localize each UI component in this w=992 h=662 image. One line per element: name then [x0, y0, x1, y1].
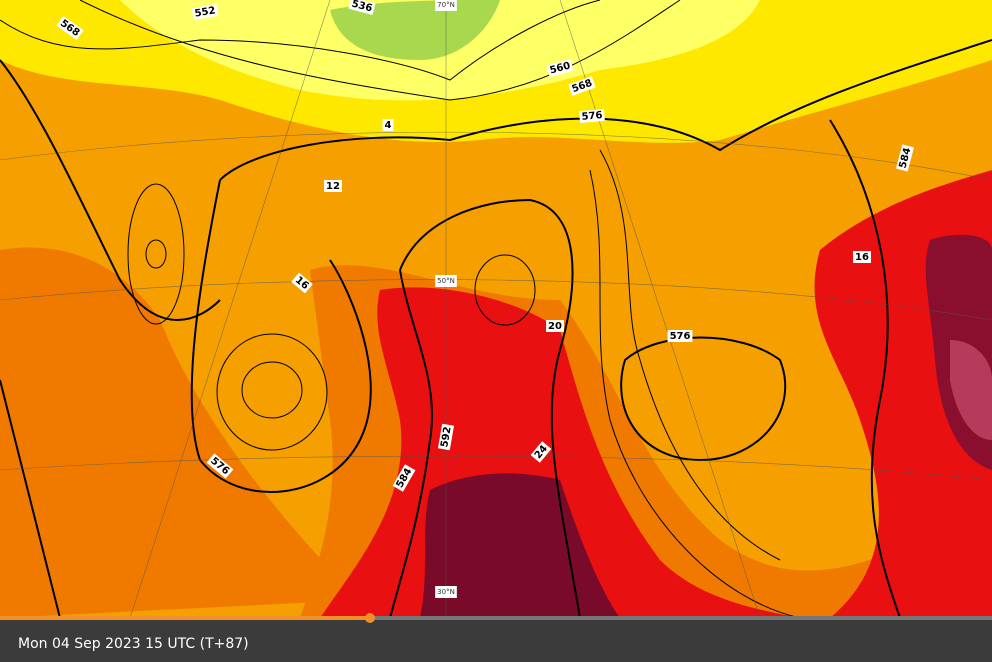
latitude-label-bg: [435, 275, 457, 287]
contour-label-bg: [895, 144, 915, 172]
timeline-track: [0, 616, 992, 620]
contour-label-group: 576: [579, 108, 605, 124]
contour-label-bg: [392, 464, 416, 492]
timeline-progress: [0, 616, 370, 620]
field-maroon: [420, 473, 620, 618]
latitude-label: 50°N: [437, 277, 455, 285]
minor-label: 16: [855, 252, 869, 263]
minor-label-bg: [853, 251, 871, 263]
contour-label-group: 560: [546, 58, 574, 78]
minor-label-bg: [382, 119, 394, 131]
minor-label-group: 16: [853, 251, 871, 263]
contour-label-bg: [546, 58, 574, 78]
latitude-label-group: 70°N: [435, 0, 457, 11]
contours: [0, 0, 992, 618]
field-pink: [950, 340, 992, 440]
contour-label-bg: [348, 0, 376, 16]
latitude-label-bg: [435, 0, 457, 11]
contour-label: 592: [439, 426, 453, 449]
minor-label-bg: [546, 320, 564, 332]
timeline[interactable]: [0, 612, 992, 624]
contour-label-bg: [579, 108, 605, 124]
field-green: [330, 0, 500, 60]
contour-label-bg: [568, 76, 596, 96]
minor-label: 12: [326, 181, 340, 192]
minor-label: 4: [385, 120, 392, 131]
contour-label-group: 584: [895, 144, 915, 172]
minor-label-bg: [530, 441, 552, 463]
graticule: [0, 0, 992, 618]
contour-label-bg: [191, 3, 219, 21]
minor-label-group: 4: [382, 119, 394, 131]
minor-label-group: 20: [546, 320, 564, 332]
contour-label: 584: [897, 147, 913, 170]
footer-bar: Mon 04 Sep 2023 15 UTC (T+87): [0, 613, 992, 662]
contour-label-bg: [206, 453, 234, 479]
latitude-label: 30°N: [437, 588, 455, 596]
contour-label-group: 576: [667, 330, 693, 342]
timeline-handle[interactable]: [365, 613, 375, 623]
minor-label-bg: [291, 272, 313, 294]
latitude-label-group: 50°N: [435, 275, 457, 287]
contour-label-bg: [437, 423, 455, 451]
minor-label-group: 12: [324, 180, 342, 192]
minor-label: 20: [548, 321, 562, 332]
contour-label: 576: [670, 331, 691, 342]
contour-label-group: 592: [437, 423, 455, 451]
field-dark-orange: [0, 247, 360, 618]
latitude-label: 70°N: [437, 1, 455, 9]
contour-label: 560: [549, 60, 572, 76]
contour-label-bg: [667, 330, 693, 342]
latitude-label-bg: [435, 586, 457, 598]
contour-label: 552: [194, 5, 217, 19]
latitude-label-group: 30°N: [435, 586, 457, 598]
contour-label: 576: [581, 110, 603, 123]
timestamp: Mon 04 Sep 2023 15 UTC (T+87): [18, 636, 249, 652]
minor-label-bg: [324, 180, 342, 192]
contour-label-group: 552: [191, 3, 219, 21]
contour-label-bg: [56, 15, 84, 41]
